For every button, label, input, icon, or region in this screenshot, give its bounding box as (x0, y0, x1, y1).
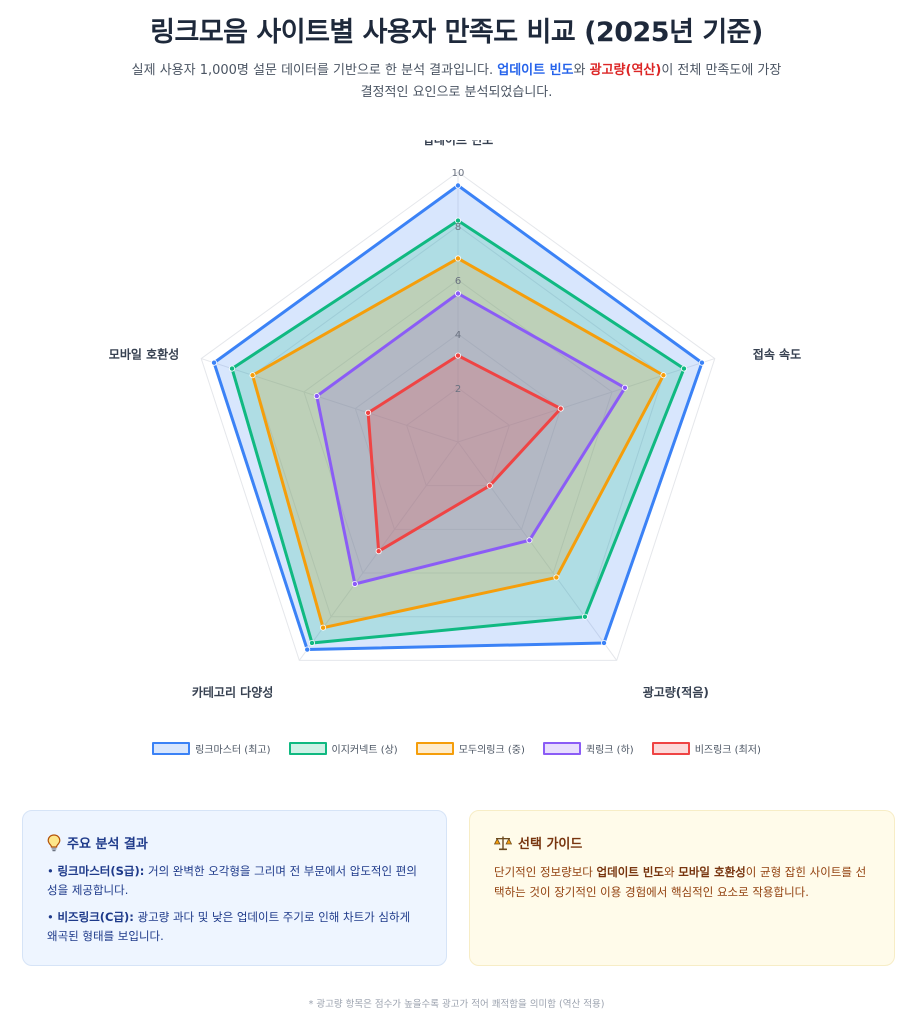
subtitle-text-2: 와 (573, 63, 590, 78)
data-point-4-4 (365, 409, 372, 416)
legend-item-1[interactable]: 이지커넥트 (상) (288, 741, 398, 756)
data-point-1-2 (581, 613, 588, 620)
grid-spoke-2 (457, 441, 618, 661)
insights-card: 주요 분석 결과 • 링크마스터(S급): 거의 완벽한 오각형을 그리며 전 … (22, 810, 447, 966)
grid-ring-4 (354, 333, 562, 530)
tick-label-6: 6 (455, 276, 461, 287)
axis-label-1: 접속 속도 (753, 348, 801, 362)
subtitle-highlight-ads: 광고량(역산) (589, 63, 662, 78)
guide-text: 단기적인 정보량보다 업데이트 빈도와 모바일 호환성이 균형 잡힌 사이트를 … (494, 862, 870, 902)
guide-title: 선택 가이드 (518, 837, 583, 852)
guide-text-2: 와 (664, 865, 679, 879)
data-point-2-2 (553, 574, 560, 581)
data-point-2-1 (660, 372, 667, 379)
data-point-2-4 (249, 372, 256, 379)
insight-item-linkmaster-label: 링크마스터(S급): (57, 864, 145, 878)
subtitle-text-3: 이 전체 만족도에 가장 결정적인 요인으로 분석되었습니다. (360, 63, 782, 100)
guide-text-1: 단기적인 정보량보다 (494, 865, 597, 879)
legend-item-3[interactable]: 퀵링크 (하) (542, 741, 634, 756)
legend-swatch (542, 742, 581, 755)
data-point-3-2 (526, 537, 533, 544)
data-point-3-0 (454, 290, 461, 297)
legend-swatch (415, 742, 454, 755)
tick-label-2: 2 (455, 384, 461, 395)
data-point-0-2 (601, 639, 608, 646)
insight-item-linkmaster: • 링크마스터(S급): 거의 완벽한 오각형을 그리며 전 부문에서 압도적인… (47, 864, 417, 897)
legend-swatch (152, 742, 191, 755)
tick-label-4: 4 (455, 330, 461, 341)
insight-item-bizlink: • 비즈링크(C급): 광고량 과다 및 낮은 업데이트 주기로 인해 차트가 … (47, 910, 411, 943)
data-point-0-1 (698, 359, 705, 366)
legend-swatch (651, 742, 690, 755)
axis-label-2: 광고량(적음) (643, 684, 709, 699)
data-point-1-3 (308, 639, 315, 646)
data-point-4-0 (454, 352, 461, 359)
data-point-4-2 (486, 482, 493, 489)
data-point-0-4 (211, 359, 218, 366)
guide-header: 선택 가이드 (494, 833, 870, 852)
grid-ring-10 (200, 171, 716, 661)
data-point-1-1 (680, 365, 687, 372)
data-point-3-3 (351, 580, 358, 587)
legend-label: 링크마스터 (최고) (195, 745, 271, 756)
chart-legend: 링크마스터 (최고) 이지커넥트 (상) 모두의링크 (중) 퀵링크 (하) 비즈링크 … (0, 741, 913, 756)
legend-item-2[interactable]: 모두의링크 (중) (415, 741, 525, 756)
axis-label-0: 업데이트 빈도 (423, 140, 493, 147)
insight-item-bizlink-label: 비즈링크(C급): (57, 910, 134, 924)
data-point-3-4 (313, 393, 320, 400)
axis-label-4: 모바일 호환성 (109, 347, 179, 362)
insights-header: 주요 분석 결과 (47, 833, 422, 852)
insights-title: 주요 분석 결과 (67, 837, 148, 852)
legend-label: 모두의링크 (중) (458, 745, 525, 756)
guide-text-3: 이 균형 잡힌 사이트를 선택하는 것이 장기적인 이용 경험에서 핵심적인 요… (494, 865, 867, 899)
legend-item-4[interactable]: 비즈링크 (최저) (651, 741, 761, 756)
data-point-0-3 (304, 646, 311, 653)
footnote: * 광고량 항목은 점수가 높을수록 광고가 적어 쾌적함을 의미함 (역산 적… (308, 999, 605, 1010)
grid-spoke-4 (201, 358, 459, 443)
series-area-4 (366, 354, 563, 553)
insight-item-linkmaster-text: 거의 완벽한 오각형을 그리며 전 부문에서 압도적인 편의성을 제공합니다. (47, 864, 417, 897)
grid-ring-2 (406, 387, 510, 487)
data-point-2-3 (320, 624, 327, 631)
legend-label: 퀵링크 (하) (585, 745, 634, 756)
data-point-3-1 (621, 384, 628, 391)
grid-ring-8 (251, 225, 665, 618)
page-subtitle: 실제 사용자 1,000명 설문 데이터를 기반으로 한 분석 결과입니다. 업… (130, 60, 783, 104)
data-point-4-3 (375, 548, 382, 555)
tick-label-10: 10 (452, 168, 465, 179)
grid-ring-6 (303, 279, 613, 574)
legend-label: 이지커넥트 (상) (331, 745, 398, 756)
guide-bold-mobile: 모바일 호환성 (678, 865, 746, 879)
axis-label-3: 카테고리 다양성 (192, 684, 273, 699)
legend-item-0[interactable]: 링크마스터 (최고) (152, 741, 271, 756)
data-point-0-0 (454, 182, 461, 189)
page-title: 링크모음 사이트별 사용자 만족도 비교 (2025년 기준) (150, 17, 763, 48)
grid-spoke-1 (457, 358, 715, 443)
guide-card: 선택 가이드 단기적인 정보량보다 업데이트 빈도와 모바일 호환성이 균형 잡… (469, 810, 895, 966)
data-point-1-0 (454, 217, 461, 224)
series-area-3 (315, 292, 627, 586)
data-point-1-4 (229, 365, 236, 372)
legend-swatch (288, 742, 327, 755)
tick-label-8: 8 (455, 222, 461, 233)
subtitle-text-1: 실제 사용자 1,000명 설문 데이터를 기반으로 한 분석 결과입니다. (131, 63, 498, 78)
data-point-4-1 (557, 405, 564, 412)
legend-label: 비즈링크 (최저) (694, 745, 761, 756)
subtitle-highlight-update: 업데이트 빈도 (497, 63, 574, 78)
insight-item-bizlink-text: 광고량 과다 및 낮은 업데이트 주기로 인해 차트가 심하게 왜곡된 형태를 … (47, 910, 411, 943)
data-point-2-0 (454, 255, 461, 262)
scale-icon (494, 836, 512, 850)
lightbulb-icon (47, 833, 61, 851)
guide-bold-update: 업데이트 빈도 (596, 865, 665, 879)
